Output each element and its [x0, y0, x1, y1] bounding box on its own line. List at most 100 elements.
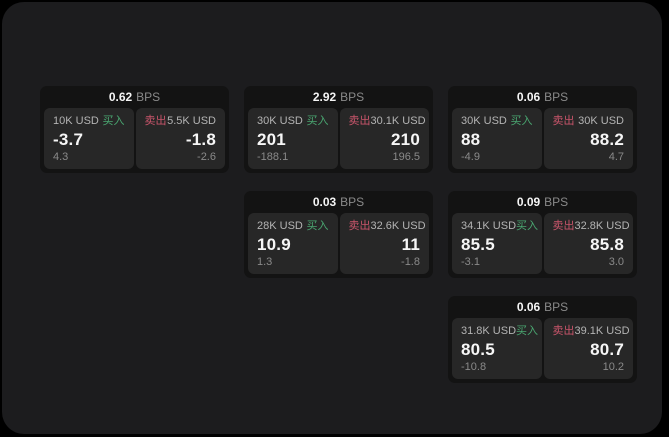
- sell-amount: 30.1K USD: [370, 115, 426, 127]
- buy-panel[interactable]: 10K USD 买入 -3.7 4.3: [44, 108, 134, 169]
- buy-label: 买入: [102, 115, 125, 127]
- sell-label: 卖出: [348, 220, 371, 232]
- sell-panel-header: 卖出 32.6K USD: [348, 220, 426, 232]
- buy-amount: 10K USD: [53, 115, 99, 127]
- bps-value: 0.03: [312, 195, 337, 209]
- buy-amount: 30K USD: [257, 115, 303, 127]
- buy-amount: 30K USD: [461, 115, 507, 127]
- sell-label: 卖出: [552, 220, 575, 232]
- sell-amount: 32.6K USD: [370, 220, 426, 232]
- buy-panel-header: 31.8K USD 买入: [461, 325, 538, 337]
- sell-label: 卖出: [552, 325, 575, 337]
- buy-panel-header: 28K USD 买入: [257, 220, 329, 232]
- quote-card: 0.03 BPS 28K USD 买入 10.9 1.3 卖出 32.6K US…: [244, 191, 433, 278]
- buy-delta: 4.3: [53, 151, 69, 163]
- buy-panel-header: 30K USD 买入: [257, 115, 329, 127]
- sell-delta: 4.7: [608, 151, 624, 163]
- sell-panel[interactable]: 卖出 30.1K USD 210 196.5: [339, 108, 429, 169]
- sell-price: 88.2: [590, 130, 624, 149]
- sell-amount: 30K USD: [578, 115, 624, 127]
- sell-price: -1.8: [185, 130, 216, 149]
- bps-unit-label: BPS: [544, 195, 569, 209]
- buy-amount: 28K USD: [257, 220, 303, 232]
- buy-delta: -188.1: [257, 151, 289, 163]
- quote-card-body: 10K USD 买入 -3.7 4.3 卖出 5.5K USD -1.8 -2.…: [40, 108, 229, 173]
- sell-label: 卖出: [348, 115, 371, 127]
- sell-amount: 5.5K USD: [167, 115, 216, 127]
- sell-delta: 10.2: [602, 361, 624, 373]
- bps-unit-label: BPS: [340, 90, 365, 104]
- buy-delta: -4.9: [461, 151, 480, 163]
- bps-unit-label: BPS: [544, 300, 569, 314]
- sell-delta: -2.6: [197, 151, 216, 163]
- bps-value: 0.62: [108, 90, 133, 104]
- buy-panel[interactable]: 28K USD 买入 10.9 1.3: [248, 213, 338, 274]
- sell-panel-header: 卖出 30.1K USD: [348, 115, 426, 127]
- bps-unit-label: BPS: [340, 195, 365, 209]
- sell-panel[interactable]: 卖出 30K USD 88.2 4.7: [543, 108, 633, 169]
- buy-panel[interactable]: 30K USD 买入 88 -4.9: [452, 108, 542, 169]
- buy-delta: 1.3: [257, 256, 273, 268]
- buy-price: 201: [257, 130, 286, 149]
- quote-card: 0.09 BPS 34.1K USD 买入 85.5 -3.1 卖出 32.8K…: [448, 191, 637, 278]
- buy-amount: 31.8K USD: [461, 325, 517, 337]
- buy-delta: -3.1: [461, 256, 480, 268]
- sell-panel-header: 卖出 32.8K USD: [552, 220, 630, 232]
- buy-delta: -10.8: [461, 361, 487, 373]
- buy-label: 买入: [306, 220, 329, 232]
- sell-amount: 32.8K USD: [574, 220, 630, 232]
- bps-unit-label: BPS: [136, 90, 161, 104]
- buy-panel[interactable]: 31.8K USD 买入 80.5 -10.8: [452, 318, 542, 379]
- buy-price: -3.7: [53, 130, 84, 149]
- sell-label: 卖出: [552, 115, 575, 127]
- buy-panel[interactable]: 34.1K USD 买入 85.5 -3.1: [452, 213, 542, 274]
- sell-panel[interactable]: 卖出 39.1K USD 80.7 10.2: [543, 318, 633, 379]
- buy-amount: 34.1K USD: [461, 220, 517, 232]
- sell-price: 85.8: [590, 235, 624, 254]
- buy-label: 买入: [306, 115, 329, 127]
- sell-panel-header: 卖出 39.1K USD: [552, 325, 630, 337]
- quote-card: 0.06 BPS 30K USD 买入 88 -4.9 卖出 30K USD 8…: [448, 86, 637, 173]
- buy-label: 买入: [516, 325, 539, 337]
- bps-header: 2.92 BPS: [244, 86, 433, 108]
- main-panel: 0.62 BPS 10K USD 买入 -3.7 4.3 卖出 5.5K USD…: [2, 2, 662, 434]
- buy-label: 买入: [516, 220, 539, 232]
- sell-panel[interactable]: 卖出 32.8K USD 85.8 3.0: [543, 213, 633, 274]
- quote-card: 0.62 BPS 10K USD 买入 -3.7 4.3 卖出 5.5K USD…: [40, 86, 229, 173]
- quote-card-body: 34.1K USD 买入 85.5 -3.1 卖出 32.8K USD 85.8…: [448, 213, 637, 278]
- quote-card: 2.92 BPS 30K USD 买入 201 -188.1 卖出 30.1K …: [244, 86, 433, 173]
- quote-card-body: 30K USD 买入 201 -188.1 卖出 30.1K USD 210 1…: [244, 108, 433, 173]
- bps-header: 0.06 BPS: [448, 86, 637, 108]
- sell-price: 11: [401, 235, 420, 254]
- buy-price: 85.5: [461, 235, 495, 254]
- sell-delta: -1.8: [401, 256, 420, 268]
- quote-card-body: 28K USD 买入 10.9 1.3 卖出 32.6K USD 11 -1.8: [244, 213, 433, 278]
- quote-card-body: 31.8K USD 买入 80.5 -10.8 卖出 39.1K USD 80.…: [448, 318, 637, 383]
- sell-delta: 3.0: [608, 256, 624, 268]
- bps-value: 0.09: [516, 195, 541, 209]
- buy-panel-header: 10K USD 买入: [53, 115, 125, 127]
- sell-panel-header: 卖出 30K USD: [553, 115, 625, 127]
- buy-panel-header: 30K USD 买入: [461, 115, 533, 127]
- bps-header: 0.62 BPS: [40, 86, 229, 108]
- buy-label: 买入: [510, 115, 533, 127]
- quote-card: 0.06 BPS 31.8K USD 买入 80.5 -10.8 卖出 39.1…: [448, 296, 637, 383]
- buy-price: 88: [461, 130, 481, 149]
- bps-value: 0.06: [516, 300, 541, 314]
- bps-header: 0.09 BPS: [448, 191, 637, 213]
- bps-header: 0.03 BPS: [244, 191, 433, 213]
- buy-panel-header: 34.1K USD 买入: [461, 220, 538, 232]
- bps-header: 0.06 BPS: [448, 296, 637, 318]
- sell-panel-header: 卖出 5.5K USD: [145, 115, 217, 127]
- sell-price: 80.7: [590, 340, 624, 359]
- sell-label: 卖出: [144, 115, 167, 127]
- sell-price: 210: [391, 130, 420, 149]
- quote-card-body: 30K USD 买入 88 -4.9 卖出 30K USD 88.2 4.7: [448, 108, 637, 173]
- bps-unit-label: BPS: [544, 90, 569, 104]
- sell-panel[interactable]: 卖出 5.5K USD -1.8 -2.6: [135, 108, 225, 169]
- buy-panel[interactable]: 30K USD 买入 201 -188.1: [248, 108, 338, 169]
- sell-panel[interactable]: 卖出 32.6K USD 11 -1.8: [339, 213, 429, 274]
- bps-value: 0.06: [516, 90, 541, 104]
- buy-price: 10.9: [257, 235, 291, 254]
- sell-delta: 196.5: [392, 151, 420, 163]
